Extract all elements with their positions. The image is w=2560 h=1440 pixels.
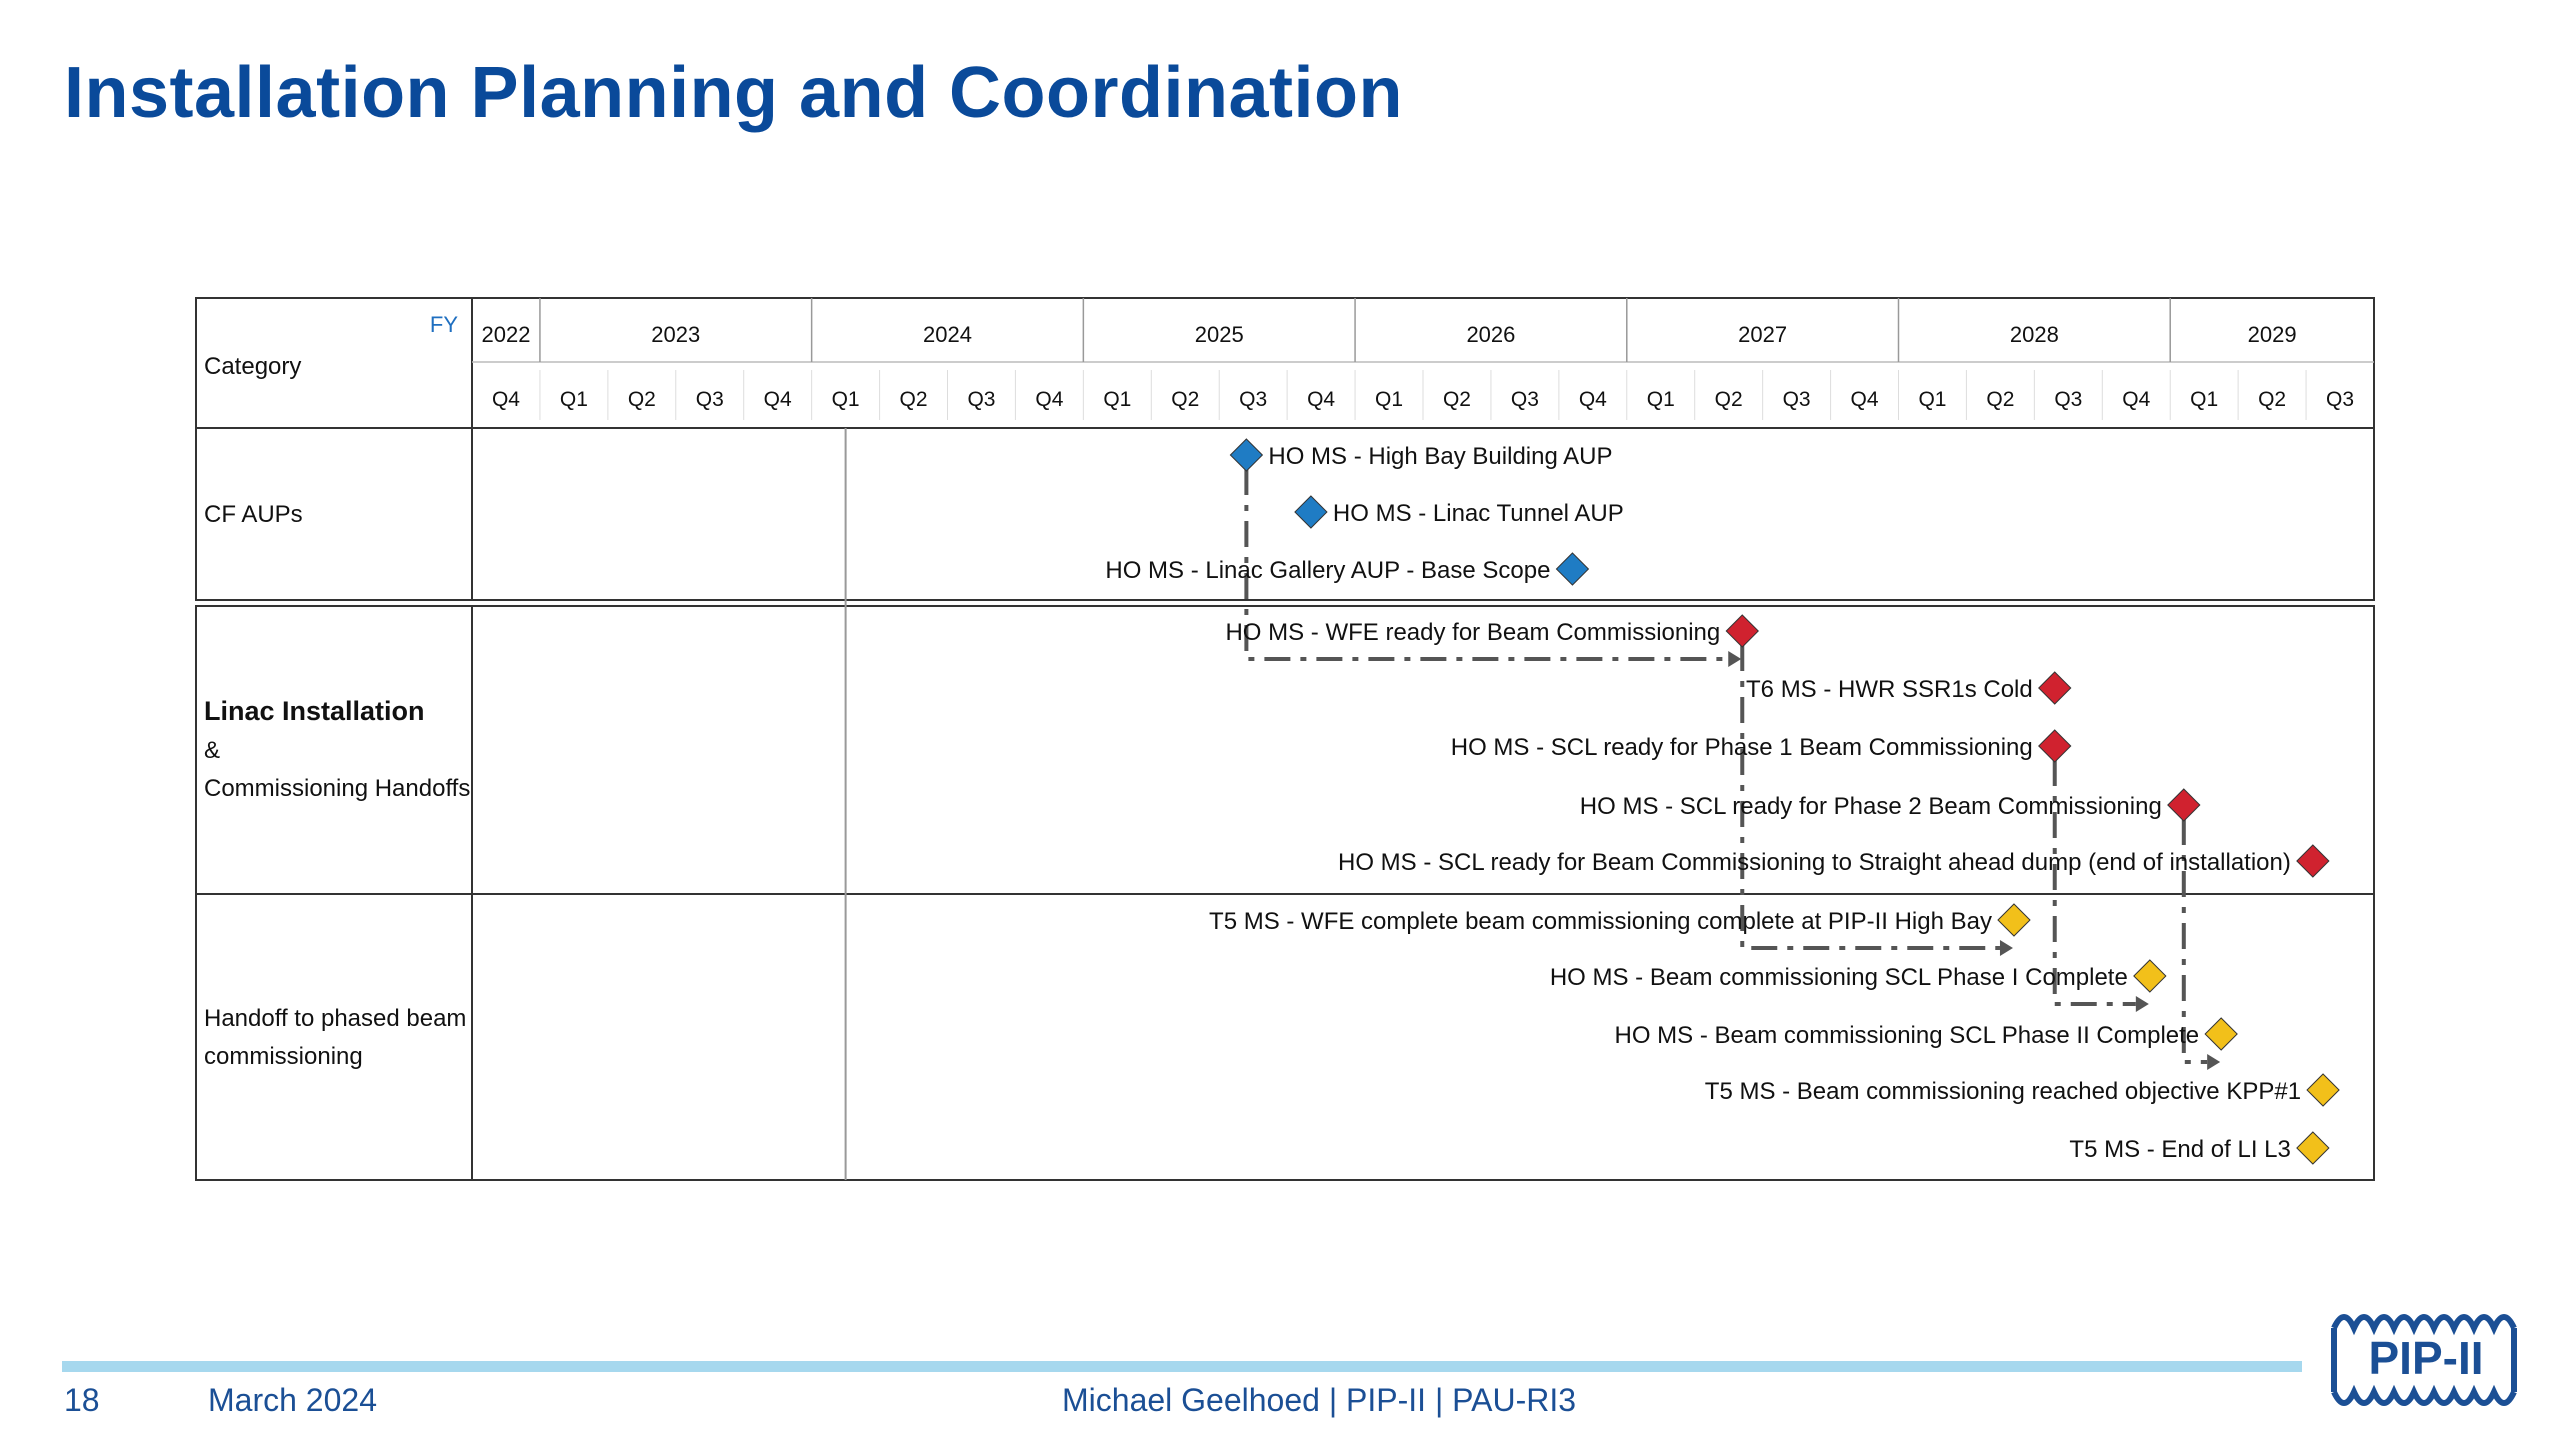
quarter-label-2024-Q1: Q1 — [832, 388, 860, 411]
dependency-link-m1-m4 — [1244, 469, 1729, 661]
quarter-label-2022-Q4: Q4 — [492, 388, 520, 411]
quarter-label-2028-Q4: Q4 — [2122, 388, 2150, 411]
category-label-linac-0: Linac Installation — [204, 696, 425, 726]
footer-date: March 2024 — [208, 1382, 377, 1418]
category-label-handoff-0: Handoff to phased beam — [204, 1005, 466, 1032]
quarter-label-2023-Q3: Q3 — [696, 388, 724, 411]
milestone-diamond-m13 — [2296, 1131, 2330, 1165]
quarter-label-2023-Q4: Q4 — [764, 388, 792, 411]
year-label-2026: 2026 — [1466, 322, 1515, 347]
milestone-diamond-m1 — [1229, 438, 1264, 472]
quarter-label-2029-Q3: Q3 — [2326, 388, 2354, 411]
category-label-handoff-1: commissioning — [204, 1043, 363, 1070]
quarter-label-2028-Q2: Q2 — [1986, 388, 2014, 411]
milestone-label-m12: T5 MS - Beam commissioning reached objec… — [1705, 1078, 2301, 1105]
quarter-label-2026-Q3: Q3 — [1511, 388, 1539, 411]
section-handoff — [195, 893, 2375, 1181]
dependency-link-m4-m9 — [1740, 645, 2000, 950]
milestone-label-m3: HO MS - Linac Gallery AUP - Base Scope — [1105, 557, 1550, 584]
milestone-label-m13: T5 MS - End of LI L3 — [2069, 1136, 2290, 1163]
quarter-label-2024-Q2: Q2 — [900, 388, 928, 411]
milestone-diamond-m5 — [2038, 671, 2072, 705]
footer-presenter: Michael Geelhoed | PIP-II | PAU-RI3 — [1062, 1382, 1577, 1418]
milestone-diamond-m3 — [1555, 552, 1590, 586]
quarter-label-2023-Q2: Q2 — [628, 388, 656, 411]
category-label-cf-0: CF AUPs — [204, 501, 303, 528]
milestone-label-m5: T6 MS - HWR SSR1s Cold — [1746, 676, 2033, 703]
quarter-label-2027-Q1: Q1 — [1647, 388, 1675, 411]
quarter-label-2024-Q4: Q4 — [1035, 388, 1063, 411]
quarter-label-2025-Q3: Q3 — [1239, 388, 1267, 411]
quarter-label-2027-Q3: Q3 — [1783, 388, 1811, 411]
milestone-label-m11: HO MS - Beam commissioning SCL Phase II … — [1615, 1022, 2200, 1049]
quarter-label-2029-Q2: Q2 — [2258, 388, 2286, 411]
quarter-label-2024-Q3: Q3 — [967, 388, 995, 411]
quarter-label-2028-Q1: Q1 — [1918, 388, 1946, 411]
milestone-label-m8: HO MS - SCL ready for Beam Commissioning… — [1338, 849, 2291, 876]
year-label-2023: 2023 — [651, 322, 700, 347]
quarter-label-2026-Q1: Q1 — [1375, 388, 1403, 411]
year-label-2024: 2024 — [923, 322, 972, 347]
page-number: 18 — [64, 1382, 100, 1418]
category-header-label: Category — [204, 353, 301, 380]
year-label-2022: 2022 — [481, 322, 530, 347]
quarter-label-2027-Q2: Q2 — [1715, 388, 1743, 411]
dependency-arrowhead — [1728, 651, 1742, 667]
milestone-diamond-m7 — [2167, 788, 2201, 822]
year-label-2028: 2028 — [2010, 322, 2059, 347]
dependency-arrowhead — [2135, 996, 2149, 1012]
milestone-label-m6: HO MS - SCL ready for Phase 1 Beam Commi… — [1451, 734, 2033, 761]
quarter-label-2029-Q1: Q1 — [2190, 388, 2218, 411]
logo-wave-bottom — [2331, 1384, 2517, 1406]
fy-label: FY — [430, 312, 458, 337]
milestone-label-m7: HO MS - SCL ready for Phase 2 Beam Commi… — [1580, 793, 2162, 820]
quarter-label-2025-Q4: Q4 — [1307, 388, 1335, 411]
category-label-linac-1: & — [204, 737, 220, 764]
milestone-label-m10: HO MS - Beam commissioning SCL Phase I C… — [1550, 964, 2128, 991]
year-label-2027: 2027 — [1738, 322, 1787, 347]
milestone-diamond-m6 — [2038, 729, 2072, 763]
logo-wave-top — [2331, 1314, 2517, 1336]
milestone-diamond-m10 — [2133, 959, 2167, 993]
quarter-label-2026-Q2: Q2 — [1443, 388, 1471, 411]
milestone-label-m2: HO MS - Linac Tunnel AUP — [1333, 500, 1624, 527]
dependency-arrowhead — [1999, 940, 2013, 956]
section-cf — [195, 427, 2375, 601]
footer-divider — [62, 1361, 2302, 1372]
milestone-label-m9: T5 MS - WFE complete beam commissioning … — [1209, 908, 1992, 935]
milestone-diamond-m12 — [2306, 1073, 2340, 1107]
logo-text: PIP-II — [2368, 1332, 2483, 1384]
pip-ii-logo: PIP-II — [2331, 1314, 2517, 1406]
milestone-diamond-m9 — [1997, 903, 2031, 937]
milestone-label-m4: HO MS - WFE ready for Beam Commissioning — [1225, 619, 1720, 646]
quarter-label-2027-Q4: Q4 — [1851, 388, 1879, 411]
quarter-label-2025-Q2: Q2 — [1171, 388, 1199, 411]
gantt-header — [195, 297, 2375, 429]
category-label-linac-2: Commissioning Handoffs — [204, 775, 470, 802]
quarter-label-2028-Q3: Q3 — [2054, 388, 2082, 411]
slide-title: Installation Planning and Coordination — [64, 53, 1403, 133]
milestone-label-m1: HO MS - High Bay Building AUP — [1268, 443, 1612, 470]
quarter-label-2025-Q1: Q1 — [1103, 388, 1131, 411]
milestone-diamond-m4 — [1725, 614, 1759, 648]
year-label-2029: 2029 — [2248, 322, 2297, 347]
year-label-2025: 2025 — [1195, 322, 1244, 347]
dependency-arrowhead — [2207, 1054, 2221, 1070]
milestone-diamond-m2 — [1294, 495, 1328, 529]
milestone-diamond-m8 — [2296, 844, 2330, 878]
dependency-link-m6-m10 — [2052, 760, 2136, 1006]
quarter-label-2026-Q4: Q4 — [1579, 388, 1607, 411]
quarter-label-2023-Q1: Q1 — [560, 388, 588, 411]
milestone-diamond-m11 — [2204, 1017, 2238, 1051]
